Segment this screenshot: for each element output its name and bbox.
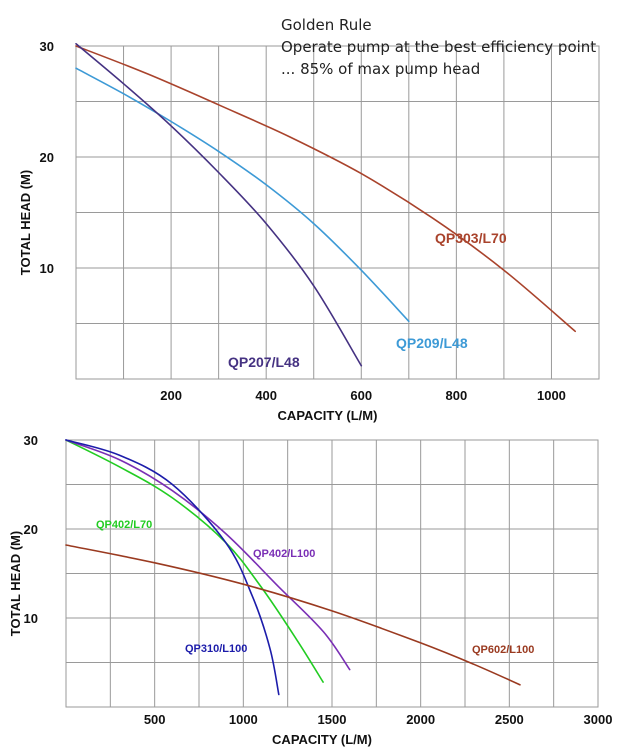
y-tick-label: 30 <box>24 433 38 448</box>
gridlines <box>66 439 599 707</box>
golden-rule-line: Operate pump at the best efficiency poin… <box>281 38 597 56</box>
y-axis-label: TOTAL HEAD (M) <box>8 531 23 636</box>
gridlines <box>76 45 600 379</box>
series-label-qp209-l48: QP209/L48 <box>396 335 468 351</box>
series-label-qp402-l100: QP402/L100 <box>253 548 315 560</box>
x-tick-label: 1000 <box>537 388 566 403</box>
series-line-qp310-l100 <box>65 439 280 696</box>
series-line-qp207-l48 <box>75 43 363 367</box>
y-tick-label: 20 <box>24 522 38 537</box>
y-tick-label: 10 <box>40 261 54 276</box>
x-tick-label: 2500 <box>495 712 524 727</box>
chart-2: 500 1000 1500 2000 2500 3000 10 20 30 CAPACITY (L… <box>8 433 612 747</box>
golden-rule-title: Golden Rule <box>281 16 372 34</box>
series-line-qp209-l48 <box>75 67 410 323</box>
series-label-qp602-l100: QP602/L100 <box>472 644 534 656</box>
x-tick-label: 600 <box>350 388 372 403</box>
x-axis-label: CAPACITY (L/M) <box>278 408 378 423</box>
series-line-qp402-l100 <box>65 439 351 671</box>
x-tick-label: 1500 <box>318 712 347 727</box>
plot-area <box>75 45 600 380</box>
x-axis-label: CAPACITY (L/M) <box>272 732 372 747</box>
y-tick-label: 20 <box>40 150 54 165</box>
series-label-qp402-l70: QP402/L70 <box>96 519 152 531</box>
chart-1: 200 400 600 800 1000 10 20 30 CAPACITY (L/M) TOTA… <box>18 39 600 423</box>
series-label-qp310-l100: QP310/L100 <box>185 643 247 655</box>
x-tick-label: 400 <box>255 388 277 403</box>
x-tick-label: 3000 <box>584 712 613 727</box>
series-label-qp303-l70: QP303/L70 <box>435 230 507 246</box>
plot-area <box>65 439 599 708</box>
y-axis-label: TOTAL HEAD (M) <box>18 170 33 275</box>
y-tick-label: 10 <box>24 611 38 626</box>
golden-rule-note: ... 85% of max pump head <box>281 60 481 78</box>
series-label-qp207-l48: QP207/L48 <box>228 354 300 370</box>
y-tick-label: 30 <box>40 39 54 54</box>
x-tick-label: 500 <box>144 712 166 727</box>
x-tick-label: 1000 <box>229 712 258 727</box>
series-line-qp303-l70 <box>75 45 576 333</box>
x-tick-label: 2000 <box>406 712 435 727</box>
x-tick-label: 800 <box>446 388 468 403</box>
series-line-qp602-l100 <box>65 544 521 686</box>
x-tick-label: 200 <box>160 388 182 403</box>
